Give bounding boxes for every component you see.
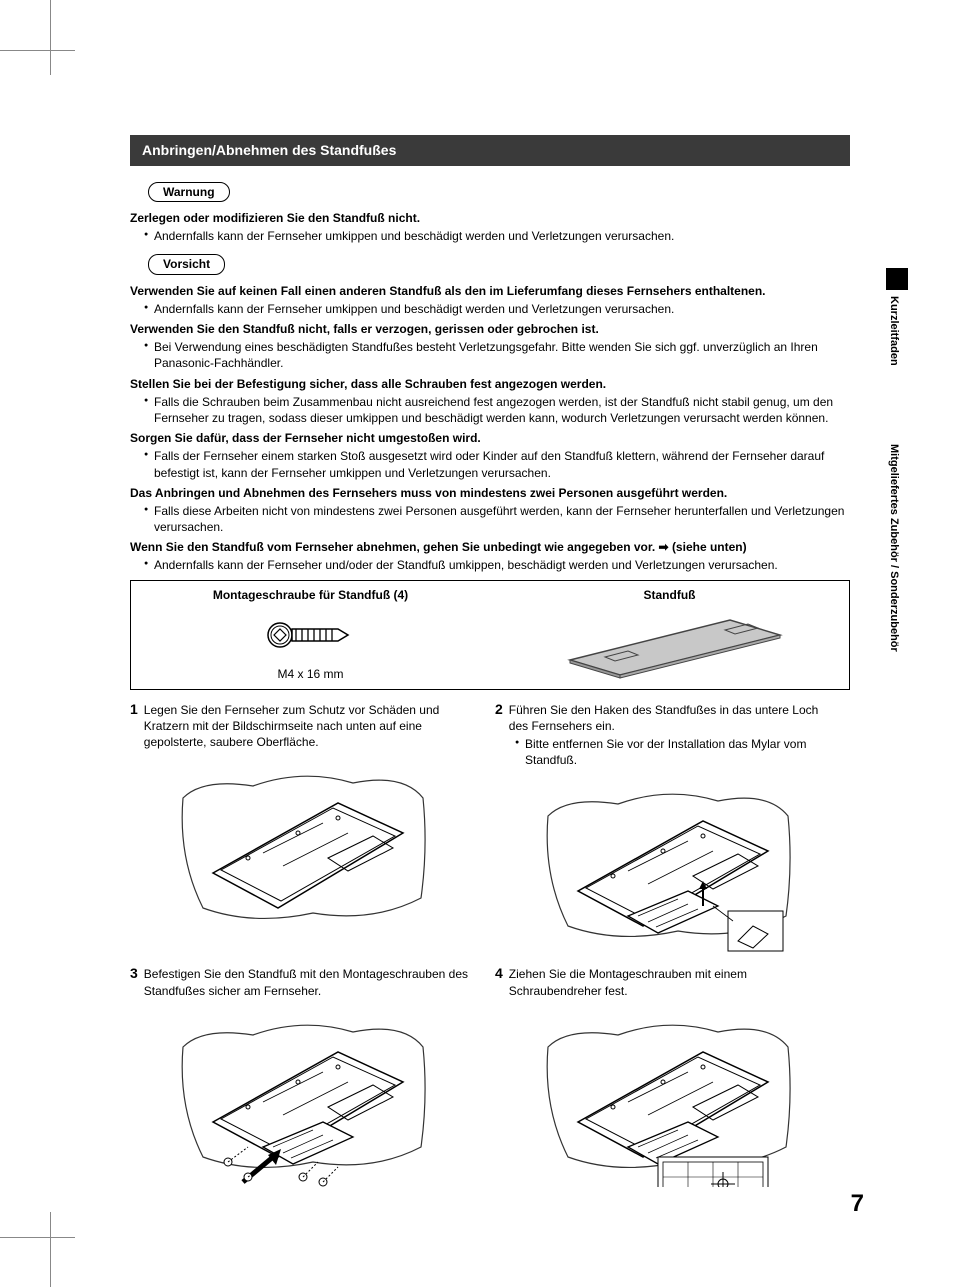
step-diagram: [495, 776, 840, 956]
list-item: Falls der Fernseher einem starken Stoß a…: [144, 448, 850, 480]
caution-bullets: Bei Verwendung eines beschädigten Standf…: [130, 339, 850, 371]
screw-title: Montageschraube für Standfuß (4): [213, 587, 408, 603]
step-text: Führen Sie den Haken des Standfußes in d…: [509, 702, 840, 734]
step-number: 2: [495, 702, 503, 716]
list-item: Falls die Schrauben beim Zusammenbau nic…: [144, 394, 850, 426]
screw-size: M4 x 16 mm: [277, 666, 343, 682]
list-item: Andernfalls kann der Fernseher umkippen …: [144, 301, 850, 317]
step: 2 Führen Sie den Haken des Standfußes in…: [495, 702, 840, 957]
page-number: 7: [851, 1188, 864, 1220]
caution-heading: Sorgen Sie dafür, dass der Fernseher nic…: [130, 430, 850, 446]
list-item: Andernfalls kann der Fernseher und/oder …: [144, 557, 850, 573]
step-diagram: [130, 1007, 475, 1187]
list-item: Bitte entfernen Sie vor der Installation…: [515, 736, 840, 768]
side-tab-1: Kurzleitfaden: [886, 294, 901, 424]
step-number: 1: [130, 702, 138, 716]
step: 4 Ziehen Sie die Montageschrauben mit ei…: [495, 966, 840, 1186]
step-text: Befestigen Sie den Standfuß mit den Mont…: [144, 966, 475, 998]
caution-bullets: Falls der Fernseher einem starken Stoß a…: [130, 448, 850, 480]
side-tab-marker: [886, 268, 908, 290]
side-tabs: Kurzleitfaden Mitgeliefertes Zubehör / S…: [886, 268, 908, 772]
list-item: Falls diese Arbeiten nicht von mindesten…: [144, 503, 850, 535]
step-diagram: [495, 1007, 840, 1187]
caution-bullets: Andernfalls kann der Fernseher umkippen …: [130, 301, 850, 317]
list-item: Bei Verwendung eines beschädigten Standf…: [144, 339, 850, 371]
stand-title: Standfuß: [644, 587, 696, 603]
caution-bullets: Falls die Schrauben beim Zusammenbau nic…: [130, 394, 850, 426]
caution-label: Vorsicht: [148, 254, 225, 274]
step: 3 Befestigen Sie den Standfuß mit den Mo…: [130, 966, 475, 1186]
side-tab-2: Mitgeliefertes Zubehör / Sonderzubehör: [886, 442, 901, 772]
warning-label: Warnung: [148, 182, 230, 202]
screw-icon: [266, 603, 356, 667]
step-number: 4: [495, 966, 503, 980]
caution-heading: Verwenden Sie auf keinen Fall einen ande…: [130, 283, 850, 299]
warning-heading: Zerlegen oder modifizieren Sie den Stand…: [130, 210, 850, 226]
caution-heading: Das Anbringen und Abnehmen des Fernseher…: [130, 485, 850, 501]
stand-icon: [550, 603, 790, 683]
caution-bullets: Andernfalls kann der Fernseher und/oder …: [130, 557, 850, 573]
caution-heading: Verwenden Sie den Standfuß nicht, falls …: [130, 321, 850, 337]
caution-heading: Wenn Sie den Standfuß vom Fernseher abne…: [130, 539, 850, 555]
caution-bullets: Falls diese Arbeiten nicht von mindesten…: [130, 503, 850, 535]
parts-box: Montageschraube für Standfuß (4) M4 x 16…: [130, 580, 850, 690]
step-number: 3: [130, 966, 138, 980]
caution-heading: Stellen Sie bei der Befestigung sicher, …: [130, 376, 850, 392]
warning-bullets: Andernfalls kann der Fernseher umkippen …: [130, 228, 850, 244]
section-header: Anbringen/Abnehmen des Standfußes: [130, 135, 850, 166]
step-text: Ziehen Sie die Montageschrauben mit eine…: [509, 966, 840, 998]
step-text: Legen Sie den Fernseher zum Schutz vor S…: [144, 702, 475, 751]
list-item: Andernfalls kann der Fernseher umkippen …: [144, 228, 850, 244]
step: 1 Legen Sie den Fernseher zum Schutz vor…: [130, 702, 475, 957]
step-diagram: [130, 758, 475, 938]
